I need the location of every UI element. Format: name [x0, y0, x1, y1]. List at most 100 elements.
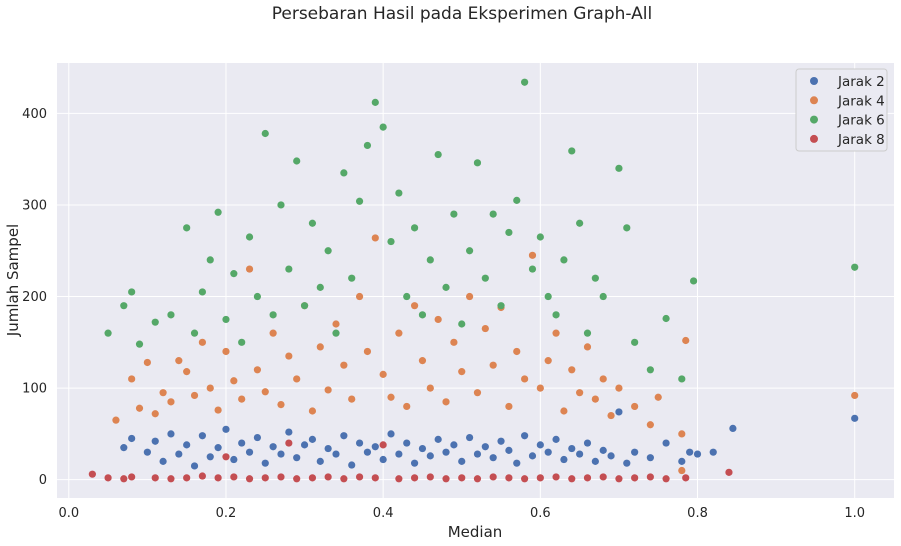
data-point	[458, 368, 466, 376]
data-point	[426, 256, 434, 264]
data-point	[729, 424, 737, 432]
data-point	[410, 224, 419, 232]
data-point	[324, 473, 332, 481]
data-point	[544, 448, 552, 456]
data-point	[646, 454, 654, 462]
data-point	[583, 343, 592, 351]
data-point	[253, 433, 262, 442]
data-point	[355, 473, 364, 481]
data-point	[678, 466, 686, 475]
data-point	[175, 450, 183, 458]
data-point	[230, 377, 238, 385]
data-point	[316, 283, 324, 291]
data-point	[151, 437, 159, 445]
data-point	[473, 389, 482, 397]
data-point	[481, 443, 489, 451]
data-point	[206, 384, 214, 392]
data-point	[269, 443, 277, 451]
data-point	[599, 473, 607, 481]
data-point	[693, 450, 702, 458]
data-point	[403, 402, 411, 411]
data-point	[261, 129, 269, 138]
data-point	[348, 395, 356, 403]
data-point	[434, 435, 442, 443]
data-point	[599, 446, 607, 454]
data-point	[560, 455, 568, 464]
data-point	[466, 247, 474, 255]
data-point	[128, 473, 136, 481]
data-points	[88, 78, 859, 483]
data-point	[450, 338, 458, 346]
legend-label: Jarak 6	[837, 113, 885, 129]
data-point	[214, 444, 222, 452]
data-point	[576, 450, 584, 458]
data-point	[615, 475, 623, 483]
data-point	[403, 292, 411, 301]
data-point	[151, 410, 159, 418]
data-point	[450, 210, 458, 218]
data-point	[293, 157, 301, 165]
data-point	[442, 475, 450, 483]
data-point	[646, 421, 654, 429]
data-point	[513, 347, 521, 356]
data-point	[214, 406, 222, 414]
x-axis-label: Median	[448, 523, 503, 541]
data-point	[682, 474, 690, 482]
data-point	[206, 256, 214, 264]
data-point	[183, 224, 191, 232]
data-point	[340, 169, 348, 177]
data-point	[560, 256, 568, 264]
data-point	[599, 375, 607, 383]
x-tick-label: 0.8	[687, 506, 708, 521]
data-point	[206, 453, 214, 461]
data-point	[410, 459, 419, 467]
data-point	[135, 404, 144, 412]
data-point	[261, 474, 269, 482]
x-tick-label: 0.2	[216, 506, 237, 521]
grid-lines	[57, 63, 894, 498]
data-point	[316, 457, 324, 465]
data-point	[324, 386, 332, 394]
legend: Jarak 2 Jarak 4 Jarak 6 Jarak 8	[795, 68, 888, 152]
data-point	[615, 408, 623, 416]
data-point	[662, 439, 670, 447]
data-point	[536, 233, 544, 241]
data-point	[316, 343, 324, 351]
data-point	[332, 320, 340, 328]
data-point	[379, 370, 387, 378]
data-point	[159, 457, 167, 465]
data-point	[631, 448, 639, 456]
data-point	[568, 444, 576, 453]
data-point	[560, 407, 568, 415]
data-point	[568, 147, 576, 155]
data-point	[521, 475, 529, 483]
data-point	[348, 274, 356, 282]
data-point	[631, 474, 639, 482]
data-point	[371, 98, 379, 106]
data-point	[489, 473, 497, 481]
data-point	[505, 402, 513, 411]
data-point	[521, 432, 529, 440]
data-point	[355, 292, 364, 301]
data-point	[583, 439, 592, 447]
data-point	[293, 375, 301, 383]
data-point	[222, 453, 230, 461]
data-point	[104, 474, 112, 482]
data-point	[473, 475, 482, 483]
data-point	[183, 368, 191, 376]
data-point	[489, 361, 497, 369]
data-point	[167, 398, 175, 406]
data-point	[198, 432, 206, 440]
data-point	[568, 366, 576, 374]
y-tick-label: 200	[22, 290, 47, 305]
series-2	[112, 234, 859, 475]
data-point	[285, 428, 293, 436]
data-point	[324, 444, 332, 453]
data-point	[104, 329, 112, 337]
data-point	[536, 474, 544, 482]
data-point	[513, 196, 521, 204]
data-point	[355, 439, 364, 447]
data-point	[576, 389, 584, 397]
data-point	[285, 265, 293, 273]
data-point	[552, 329, 560, 337]
